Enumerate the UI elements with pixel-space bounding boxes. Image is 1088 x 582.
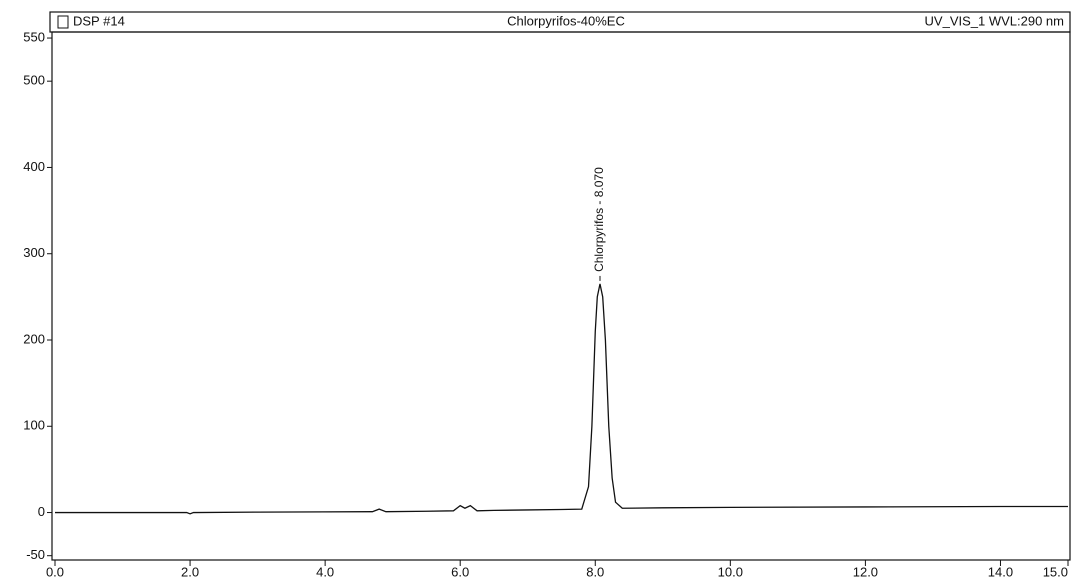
y-tick-label: 100 xyxy=(23,418,45,433)
x-tick-label: 0.0 xyxy=(46,564,64,579)
annotation: Chlorpyrifos - 8.070 xyxy=(592,167,606,272)
x-tick-label: 10.0 xyxy=(718,564,743,579)
x-tick-label: 6.0 xyxy=(451,564,469,579)
y-tick-label: 200 xyxy=(23,331,45,346)
y-tick-label: 550 xyxy=(23,29,45,44)
y-tick-label: 0 xyxy=(38,504,45,519)
chromatogram-line xyxy=(55,283,1068,515)
x-tick-label: 14.0 xyxy=(988,564,1013,579)
detector-label: UV_VIS_1 WVL:290 nm xyxy=(925,13,1064,28)
x-tick-label: 4.0 xyxy=(316,564,334,579)
sample-label: DSP #14 xyxy=(73,13,125,28)
plot-frame xyxy=(51,31,1071,561)
x-tick-label: 2.0 xyxy=(181,564,199,579)
y-tick-label: 400 xyxy=(23,159,45,174)
icon xyxy=(57,15,69,29)
chart-title: Chlorpyrifos-40%EC xyxy=(507,13,625,28)
y-tick-label: -50 xyxy=(26,547,45,562)
y-tick-label: 500 xyxy=(23,73,45,88)
x-tick-label: 15.0 xyxy=(1043,564,1068,579)
x-tick-label: 12.0 xyxy=(853,564,878,579)
x-tick-label: 8.0 xyxy=(586,564,604,579)
y-tick-label: 300 xyxy=(23,245,45,260)
